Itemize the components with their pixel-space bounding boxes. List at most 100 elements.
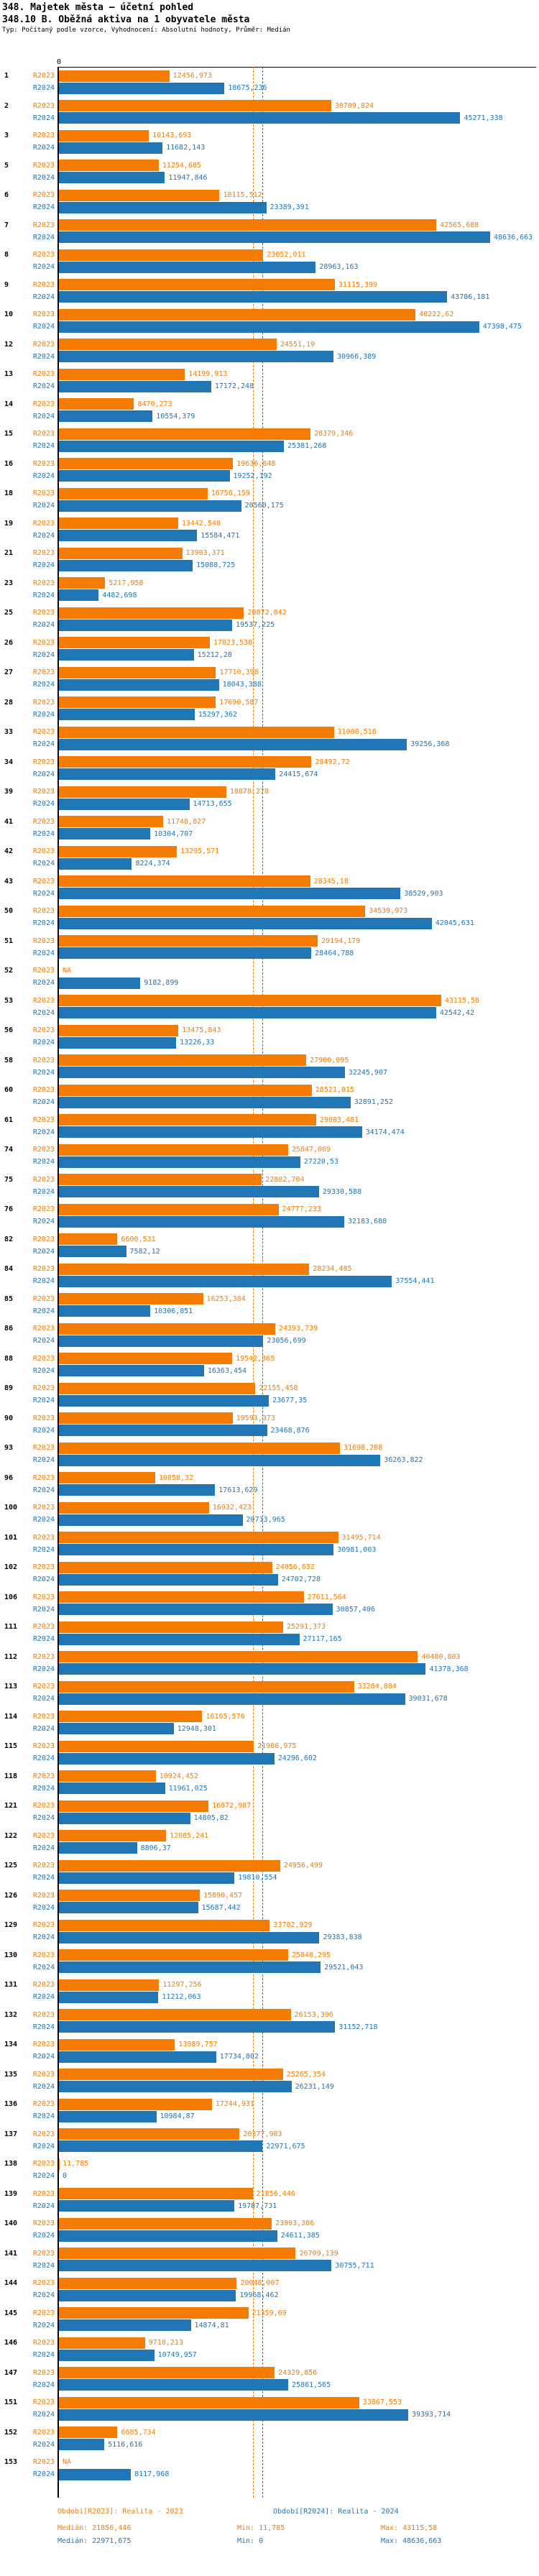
bar-group: 90 R2023 19593,373 R2024 23468,876 [0,1412,539,1437]
group-id: 58 [4,1056,14,1064]
series-label-r2024: R2024 [32,1307,55,1315]
bar-r2024 [59,440,285,452]
series-label-r2023: R2023 [32,2130,55,2138]
bar-group: 118 R2023 10924,452 R2024 11961,025 [0,1770,539,1795]
series-label-r2024: R2024 [32,1277,55,1285]
bar-r2024 [59,2379,289,2391]
value-label: 33284,884 [357,1683,397,1690]
value-label: 24777,233 [282,1205,321,1213]
series-label-r2024: R2024 [32,919,55,927]
group-id: 12 [4,340,14,349]
series-label-r2024: R2024 [32,2023,55,2031]
series-label-r2024: R2024 [32,1008,55,1017]
series-label-r2024: R2024 [32,889,55,898]
bar-r2024 [59,1067,345,1078]
bar-area: 29194,179 [59,935,539,947]
value-label: 19252,192 [233,472,272,480]
bar-r2023 [59,1322,275,1335]
bar-r2024 [59,1305,151,1317]
value-label: 15584,471 [201,531,240,540]
group-id: 114 [4,1712,18,1721]
bar-area: 22971,675 [59,2140,539,2153]
series-label-r2024: R2024 [32,621,55,629]
bar-group: 96 R2023 10858,32 R2024 17613,629 [0,1472,539,1496]
bar-group: 135 R2023 25265,354 R2024 26231,149 [0,2069,539,2093]
series-label-r2024: R2024 [32,293,55,301]
series-label-r2023: R2023 [32,2160,55,2168]
value-label: 18043,388 [222,681,262,689]
series-label-r2024: R2024 [32,1247,55,1256]
bar-r2024 [59,1902,198,1913]
bar-area: 23389,391 [59,201,539,213]
bar-group: 3 R2023 10143,693 R2024 11682,143 [0,129,539,154]
value-label: 29383,838 [323,1933,362,1941]
bar-r2023 [59,1711,203,1722]
bar-r2024 [59,857,132,870]
bar-r2023 [59,1859,280,1872]
bar-group: 34 R2023 28492,72 R2024 24415,674 [0,756,539,781]
bar-area: 43786,181 [59,291,539,303]
series-label-r2023: R2023 [32,609,55,617]
series-label-r2023: R2023 [32,430,55,438]
bar-area: 17023,538 [59,637,539,649]
bar-area: 24329,856 [59,2367,539,2379]
bar-r2024 [59,2021,336,2033]
bar-area: 28521,015 [59,1084,539,1096]
bar-area: 11,785 [59,2158,539,2170]
bar-r2023 [59,1144,288,1156]
bar-r2024 [59,1365,204,1376]
bar-area: 31495,714 [59,1532,539,1544]
value-label: 6605,734 [121,2428,156,2437]
group-id: 134 [4,2041,18,2048]
bar-area: 19787,731 [59,2200,539,2212]
value-label: 28963,163 [319,263,359,271]
series-label-r2024: R2024 [32,800,55,808]
bar-r2024 [59,1931,320,1944]
group-id: 141 [4,2249,18,2258]
series-label-r2024: R2024 [32,1128,55,1136]
value-label: 13475,843 [182,1026,221,1034]
bar-group: 89 R2023 22155,458 R2024 23677,35 [0,1382,539,1407]
value-label: 39393,714 [411,2411,451,2419]
bar-r2024 [59,1573,278,1586]
series-label-r2023: R2023 [32,1175,55,1184]
bar-area: 19968,462 [59,2289,539,2301]
bar-area: 34174,474 [59,1126,539,1138]
bar-group: 7 R2023 42565,688 R2024 48636,663 [0,219,539,244]
series-label-r2024: R2024 [32,114,55,122]
group-id: 113 [4,1683,18,1690]
bar-r2023 [59,1591,304,1603]
bar-area: 7582,12 [59,1246,539,1258]
bar-r2023 [59,726,334,738]
bar-area: 22882,704 [59,1174,539,1186]
series-label-r2024: R2024 [32,2411,55,2419]
bar-r2023 [59,1890,201,1901]
bar-area: 21856,446 [59,2188,539,2200]
group-id: 3 [4,132,9,139]
series-label-r2023: R2023 [32,1772,55,1780]
bar-r2024 [59,351,333,362]
series-label-r2023: R2023 [32,2189,55,2198]
bar-area: 14199,913 [59,368,539,380]
series-label-r2024: R2024 [32,2172,55,2180]
bar-group: 129 R2023 23782,929 R2024 29383,838 [0,1919,539,1944]
value-label: 24393,739 [278,1325,318,1333]
value-label: 25861,565 [292,2380,331,2389]
bar-r2024 [59,678,219,691]
bar-group: 131 R2023 11297,256 R2024 11212,063 [0,1979,539,2003]
bar-r2023 [59,607,244,619]
bar-area: 30966,389 [59,351,539,363]
value-label: 41378,368 [429,1665,469,1673]
bar-r2024 [59,1812,190,1824]
bar-r2024 [59,619,233,631]
bar-area: 45271,338 [59,112,539,124]
group-id: 16 [4,459,14,468]
group-id: 13 [4,370,14,378]
bar-area: 28234,485 [59,1263,539,1275]
bar-r2023 [59,1024,179,1036]
value-label: 15687,442 [201,1903,241,1912]
page-title: 348. Majetek města – účetní pohled [2,2,194,13]
value-label: 14713,655 [193,800,232,808]
zero-line [57,67,59,2498]
bar-area: 0 [59,2170,539,2182]
